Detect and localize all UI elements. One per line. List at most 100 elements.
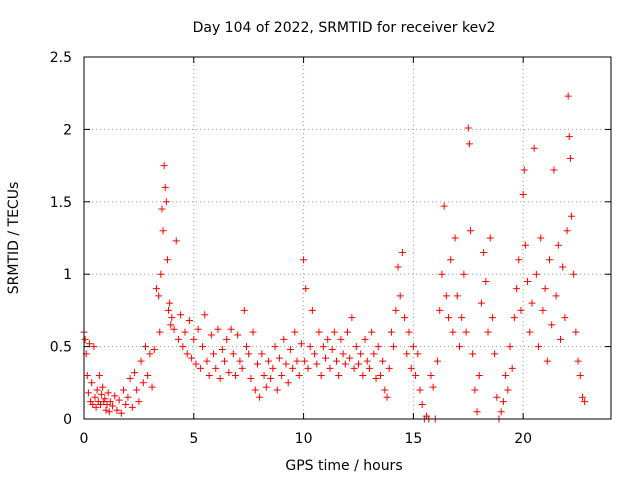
data-point [508,364,516,372]
data-point [168,314,176,322]
data-point [302,285,310,293]
data-point [103,401,111,409]
data-point [354,360,362,368]
x-tick-label: 15 [404,431,422,447]
data-point [350,364,358,372]
data-point [91,393,99,401]
data-point [262,383,270,391]
data-point [280,335,288,343]
data-point [146,350,154,358]
data-point [249,328,257,336]
data-point [185,317,193,325]
data-point [368,328,376,336]
data-point [295,372,303,380]
data-point [521,241,529,249]
data-point [139,379,147,387]
data-point [109,402,117,410]
data-point [267,374,275,382]
data-point [300,256,308,264]
data-point [486,234,494,242]
data-point [253,360,261,368]
data-point [101,395,109,403]
data-point [203,357,211,365]
data-point [418,401,426,409]
data-point [120,386,128,394]
data-point [574,357,582,365]
data-point [447,256,455,264]
data-point [256,393,264,401]
data-point [98,390,106,398]
data-point [330,328,338,336]
y-axis-label: SRMTID / TECUs [6,182,22,295]
data-point [240,306,248,314]
data-point [392,306,400,314]
data-point [111,392,119,400]
x-axis-label: GPS time / hours [285,458,402,474]
data-point [556,335,564,343]
data-point [218,345,226,353]
data-point [322,354,330,362]
y-axis-tick-labels: 0 0.5 1 1.5 2 2.5 [50,50,72,428]
data-point [504,386,512,394]
data-point [85,340,93,348]
data-point [92,403,100,411]
data-point [567,212,575,220]
data-point [328,345,336,353]
data-point [335,372,343,380]
data-point [434,357,442,365]
data-point [128,403,136,411]
data-point [546,256,554,264]
y-tick-label: 2.5 [50,50,72,66]
data-point [289,364,297,372]
data-point [537,234,545,242]
data-point [502,372,510,380]
data-point [532,270,540,278]
data-point [251,386,259,394]
data-point [570,270,578,278]
data-point [275,354,283,362]
data-point [530,144,538,152]
data-point [324,335,332,343]
data-point [541,285,549,293]
data-point [315,328,323,336]
data-point [519,191,527,199]
data-point [229,350,237,358]
data-point [401,314,409,322]
data-point [348,314,356,322]
data-point [372,374,380,382]
data-point [293,357,301,365]
data-point [365,364,373,372]
data-point [477,299,485,307]
data-point [212,364,220,372]
data-point [122,401,130,409]
data-point [493,393,501,401]
data-point [174,335,182,343]
data-point [163,256,171,264]
data-point [245,350,253,358]
data-point [264,357,272,365]
data-point [460,270,468,278]
data-point [394,263,402,271]
y-tick-label: 1.5 [50,195,72,211]
data-point [440,202,448,210]
axis-ticks [83,56,611,420]
data-point [528,299,536,307]
data-point [506,343,514,351]
data-point [390,343,398,351]
data-point [524,277,532,285]
data-point [429,383,437,391]
data-point [308,306,316,314]
data-point [449,328,457,336]
data-point [194,325,202,333]
data-point [150,345,158,353]
data-point [214,325,222,333]
chart-title: Day 104 of 2022, SRMTID for receiver kev… [193,20,496,36]
data-point [326,364,334,372]
data-point [83,372,91,380]
data-point [359,372,367,380]
data-point [141,343,149,351]
data-point [576,372,584,380]
data-point [563,227,571,235]
data-point [398,248,406,256]
data-point [462,328,470,336]
